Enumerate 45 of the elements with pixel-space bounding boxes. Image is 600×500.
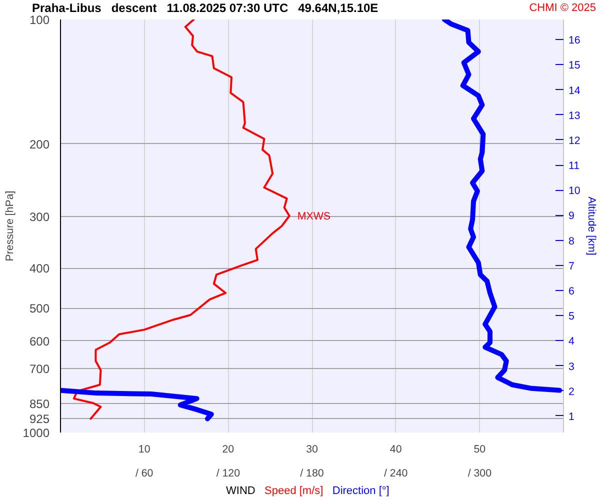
y2-axis-title: Altitude [km] [585, 196, 598, 256]
y2-tick-label: 3 [568, 360, 574, 373]
y-tick-label: 100 [29, 13, 50, 27]
x-tick-label: 30 [306, 444, 318, 456]
y-tick-label: 400 [29, 262, 50, 276]
y2-tick-label: 6 [568, 285, 574, 298]
y2-tick-label: 14 [568, 84, 580, 97]
x2-tick-label: / 180 [300, 468, 324, 480]
x-tick-label: 40 [390, 444, 402, 456]
x2-tick-label: / 300 [468, 468, 492, 480]
y2-tick-label: 13 [568, 110, 580, 122]
x2-tick-label: / 60 [135, 468, 154, 480]
y-tick-label: 500 [29, 302, 50, 316]
y-tick-label: 700 [29, 362, 50, 376]
y-tick-label: 1000 [22, 426, 50, 440]
y2-tick-label: 1 [568, 410, 574, 423]
y2-tick-label: 16 [568, 34, 580, 47]
y-tick-label: 925 [29, 412, 50, 426]
y-tick-label: 300 [29, 210, 50, 224]
chart-title: Praha-Libus descent 11.08.2025 07:30 UTC 49.64N,15.10E [31, 1, 378, 15]
line-series [72, 20, 290, 420]
x-tick-label: 50 [474, 444, 486, 456]
y2-tick-label: 8 [568, 235, 574, 248]
annotation: MXWS [297, 210, 331, 223]
y-tick-label: 850 [29, 396, 50, 411]
y2-tick-label: 15 [568, 60, 580, 72]
y2-tick-label: 5 [568, 310, 574, 323]
x-tick-label: 20 [222, 444, 234, 456]
y2-tick-label: 10 [568, 185, 580, 198]
text: Speed [m/s] [264, 485, 324, 497]
y2-tick-label: 12 [568, 134, 580, 147]
x2-tick-label: / 120 [216, 468, 240, 480]
y2-tick-label: 11 [568, 160, 580, 172]
y2-tick-label: 9 [568, 210, 574, 222]
x-axis-title: WIND [226, 485, 256, 497]
x2-tick-label: / 240 [384, 468, 408, 480]
y2-tick-label: 7 [568, 260, 574, 272]
text: Direction [°] [332, 485, 390, 497]
y-tick-label: 200 [29, 137, 50, 152]
x-tick-label: 10 [138, 444, 150, 456]
y-tick-label: 600 [29, 334, 50, 348]
y2-tick-label: 2 [568, 386, 574, 398]
text: CHMI © 2025 [529, 2, 596, 15]
y-axis-title: Pressure [hPa] [4, 190, 16, 262]
y2-tick-label: 4 [568, 336, 574, 348]
